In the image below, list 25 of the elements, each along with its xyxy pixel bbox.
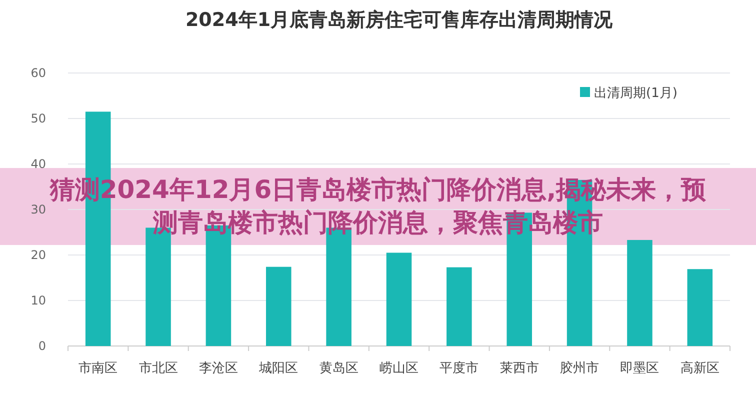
- bar: [687, 269, 713, 346]
- x-tick-label: 高新区: [680, 360, 720, 376]
- y-tick-label: 20: [30, 248, 46, 262]
- x-tick-label: 市北区: [138, 361, 178, 376]
- x-tick-label: 平度市: [440, 360, 479, 376]
- legend-label: 出清周期(1月): [594, 86, 678, 101]
- x-tick-label: 黄岛区: [319, 361, 358, 376]
- chart-title: 2024年1月底青岛新房住宅可售库存出清周期情况: [185, 9, 614, 31]
- bar: [266, 266, 292, 346]
- bar: [446, 267, 472, 346]
- y-tick-label: 30: [30, 202, 46, 216]
- y-tick-label: 60: [30, 66, 46, 80]
- y-tick-label: 0: [38, 339, 46, 353]
- y-tick-label: 50: [30, 112, 46, 126]
- x-tick-label: 城阳区: [258, 361, 298, 376]
- x-tick-label: 崂山区: [380, 361, 418, 376]
- x-tick-label: 即墨区: [620, 361, 660, 376]
- y-tick-label: 40: [30, 157, 46, 171]
- x-tick-label: 胶州市: [560, 361, 600, 376]
- x-tick-label: 莱西市: [500, 361, 539, 376]
- x-tick-label: 李沧区: [198, 361, 238, 376]
- x-tick-label: 市南区: [78, 361, 118, 376]
- bar: [386, 252, 412, 346]
- y-tick-label: 10: [30, 294, 46, 308]
- bar: [627, 240, 652, 346]
